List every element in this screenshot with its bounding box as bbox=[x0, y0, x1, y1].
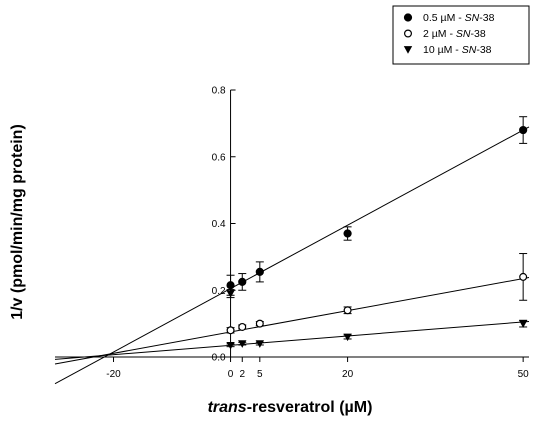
x-tick-label: 50 bbox=[518, 369, 530, 380]
x-axis-title-rest: -resveratrol (µM) bbox=[247, 399, 373, 416]
y-tick-label: 0.2 bbox=[212, 286, 226, 297]
data-point-extra bbox=[226, 290, 235, 298]
data-point-series-1 bbox=[343, 229, 352, 238]
fit-line-series-1 bbox=[54, 126, 530, 385]
data-point-series-3 bbox=[238, 340, 247, 348]
data-point-series-3 bbox=[343, 333, 352, 342]
legend-box bbox=[392, 5, 530, 65]
fit-lines bbox=[54, 126, 530, 385]
fit-line-series-2 bbox=[54, 277, 530, 365]
data-point-series-2 bbox=[238, 322, 247, 331]
y-axis-title: 1/v (pmol/min/mg protein) bbox=[9, 124, 26, 320]
y-tick-label: 0.0 bbox=[212, 353, 226, 364]
data-point-series-2 bbox=[343, 306, 352, 315]
legend-marker bbox=[403, 13, 413, 22]
x-tick-label: 5 bbox=[257, 369, 263, 380]
x-tick-label: -20 bbox=[106, 369, 121, 380]
data-point-series-2 bbox=[519, 272, 528, 281]
data-point-series-3 bbox=[255, 340, 265, 348]
axes bbox=[55, 90, 529, 358]
legend-entry-2: 2 µM - SN-38 bbox=[423, 28, 486, 40]
y-tick-label: 0.6 bbox=[212, 152, 226, 163]
data-point-series-1 bbox=[238, 277, 247, 287]
data-point-series-2 bbox=[226, 326, 235, 335]
x-tick-label: 2 bbox=[239, 369, 245, 380]
ticks: 0.0 0.2 0.4 0.6 0.8 -20 0 2 5 20 50 bbox=[106, 86, 529, 381]
legend-entry-3: 10 µM - SN-38 bbox=[423, 44, 492, 56]
x-axis-title-italic: trans bbox=[208, 399, 247, 416]
legend: 0.5 µM - SN-38 2 µM - SN-38 10 µM - SN-38 bbox=[392, 5, 530, 65]
legend-marker bbox=[403, 46, 413, 54]
y-tick-label: 0.8 bbox=[212, 86, 226, 97]
fit-line-series-3 bbox=[54, 320, 530, 360]
x-tick-label: 20 bbox=[342, 369, 354, 380]
data-markers bbox=[226, 116, 528, 350]
data-point-series-1 bbox=[255, 267, 264, 276]
data-point-series-1 bbox=[226, 281, 235, 290]
legend-entry-1: 0.5 µM - SN-38 bbox=[423, 12, 495, 24]
data-point-series-3 bbox=[518, 320, 528, 328]
legend-marker bbox=[404, 29, 413, 38]
x-axis-title: trans-resveratrol (µM) bbox=[208, 399, 373, 416]
data-point-series-1 bbox=[519, 125, 528, 135]
y-tick-label: 0.4 bbox=[212, 219, 226, 230]
data-point-series-3 bbox=[226, 341, 235, 350]
data-point-series-2 bbox=[255, 319, 264, 328]
x-tick-label: 0 bbox=[228, 369, 234, 380]
